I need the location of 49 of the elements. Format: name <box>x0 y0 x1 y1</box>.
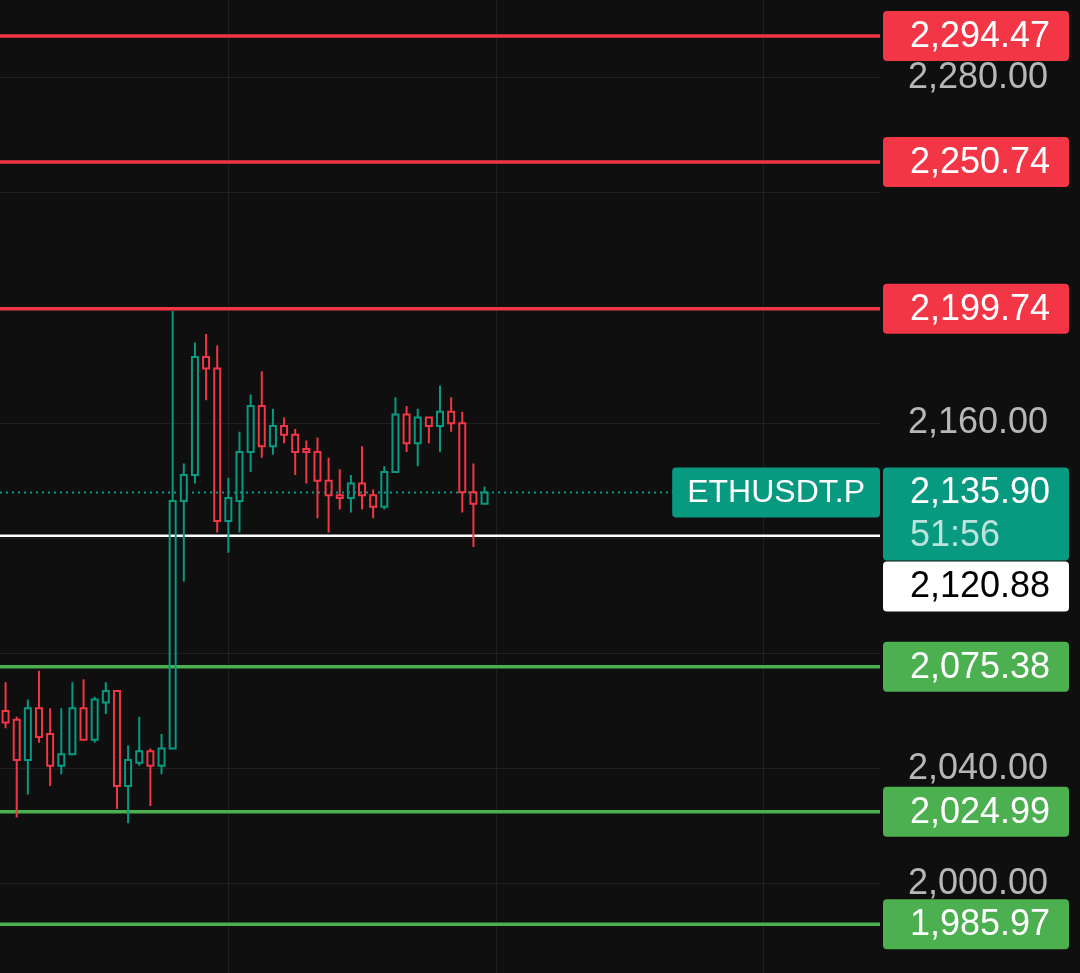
text: 51:56 <box>910 513 1001 555</box>
candlestick <box>146 747 155 808</box>
candlestick <box>436 384 444 453</box>
ref-line-label: 2,120.88 <box>910 564 1051 606</box>
candlestick <box>12 715 21 819</box>
candlestick <box>213 344 222 534</box>
y-tick-label: 2,040.00 <box>908 745 1049 787</box>
candlestick <box>469 462 478 548</box>
candlestick <box>157 733 166 776</box>
candlestick <box>458 410 467 514</box>
candlestick <box>68 681 77 756</box>
y-tick-label: 2,000.00 <box>908 860 1049 902</box>
candlestick <box>291 427 300 476</box>
candlestick <box>313 436 322 520</box>
candlestick <box>46 707 55 787</box>
ref-line-label: 2,199.74 <box>910 286 1051 328</box>
ref-line-label: 2,294.47 <box>910 13 1051 55</box>
candlestick <box>124 744 133 825</box>
ref-line-label: 2,250.74 <box>910 139 1051 181</box>
candlestick <box>179 462 188 583</box>
candlestick <box>23 698 32 796</box>
candlestick <box>246 393 255 474</box>
candlestick <box>447 396 456 433</box>
candlestick <box>79 678 88 741</box>
candlestick <box>112 689 121 810</box>
candlestick <box>57 707 66 776</box>
candlestick <box>335 468 344 511</box>
candlestick <box>302 439 311 485</box>
candlestick <box>202 332 211 402</box>
candlestick <box>190 341 199 485</box>
ref-line-label: 2,024.99 <box>910 789 1051 831</box>
candlestick <box>135 715 144 767</box>
candlestick <box>424 416 433 445</box>
candlestick <box>101 681 110 715</box>
candlestick <box>268 407 277 456</box>
ref-line-label: 2,075.38 <box>910 644 1051 686</box>
candlestick <box>358 445 367 511</box>
y-tick-label: 2,280.00 <box>908 54 1049 96</box>
ref-line-label: 1,985.97 <box>910 902 1051 944</box>
candlestick <box>1 681 10 730</box>
ref-line-label: 2,135.90 <box>910 470 1051 512</box>
candlestick <box>34 669 43 744</box>
candlestick <box>257 370 266 459</box>
candlestick <box>324 456 333 534</box>
candlestick <box>391 396 400 474</box>
candlestick <box>402 404 411 453</box>
y-tick-label: 2,160.00 <box>908 400 1049 442</box>
annotation: ETHUSDT.P <box>687 473 865 510</box>
candlestick <box>413 407 422 468</box>
